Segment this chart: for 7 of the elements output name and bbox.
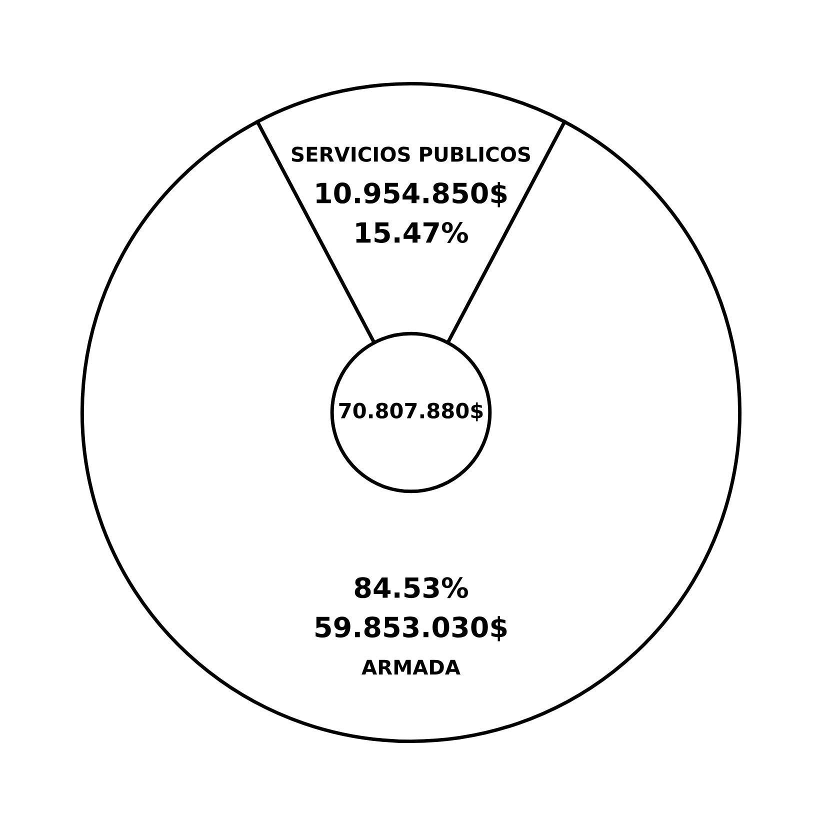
data-label: 59.853.030$ bbox=[316, 616, 507, 642]
text: 70.807.880$ bbox=[339, 402, 483, 422]
text: 15.47% bbox=[356, 222, 468, 244]
text: 84.53% bbox=[354, 577, 468, 598]
data-label: 10.954.850$ bbox=[316, 182, 507, 208]
slice-label: ARMADA bbox=[362, 660, 460, 675]
slice-label: SERVICIOS PUBLICOS bbox=[292, 146, 530, 162]
